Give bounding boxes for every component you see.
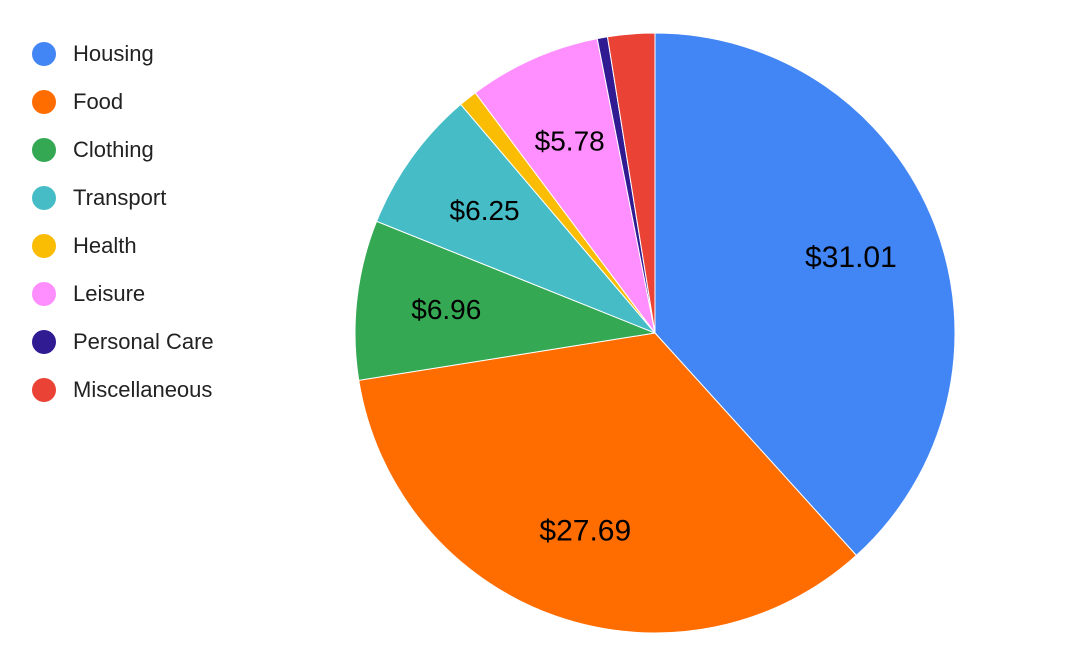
legend-item-personal-care: Personal Care [32, 318, 214, 366]
legend-item-leisure: Leisure [32, 270, 214, 318]
legend-label: Clothing [73, 137, 154, 162]
legend-item-miscellaneous: Miscellaneous [32, 366, 214, 414]
pie-data-labels: $31.01 $27.69 $6.96 $6.25 $5.78 [411, 126, 897, 548]
legend-label: Personal Care [73, 329, 214, 354]
legend-item-housing: Housing [32, 30, 214, 78]
pie-slice-leisure [474, 38, 656, 334]
legend-swatch [32, 330, 56, 354]
legend-label: Food [73, 89, 124, 114]
pie-slices [354, 32, 956, 634]
pie-slice-clothing [354, 220, 657, 381]
legend-label: Miscellaneous [73, 377, 213, 402]
legend-item-transport: Transport [32, 174, 214, 222]
data-label-transport: $6.25 [450, 195, 520, 226]
legend-swatch [32, 186, 56, 210]
legend-label: Housing [73, 41, 154, 66]
data-label-food: $27.69 [539, 515, 631, 548]
pie-slice-transport [375, 103, 656, 334]
pie-slice-food [358, 332, 858, 634]
pie-slice-miscellaneous [606, 32, 656, 334]
data-label-leisure: $5.78 [535, 126, 605, 157]
legend-swatch [32, 42, 56, 66]
legend-item-food: Food [32, 78, 214, 126]
legend-swatch [32, 378, 56, 402]
legend-swatch [32, 138, 56, 162]
legend-label: Health [73, 233, 137, 258]
legend-label: Transport [73, 185, 167, 210]
legend-label: Leisure [73, 281, 146, 306]
legend-item-health: Health [32, 222, 214, 270]
legend-item-clothing: Clothing [32, 126, 214, 174]
data-label-clothing: $6.96 [411, 294, 481, 325]
legend-swatch [32, 282, 56, 306]
pie-slice-housing [654, 32, 956, 557]
legend-swatch [32, 234, 56, 258]
data-label-housing: $31.01 [805, 241, 897, 274]
legend-swatch [32, 90, 56, 114]
chart-legend: Housing Food Clothing Transport Health Leisur… [32, 30, 214, 414]
